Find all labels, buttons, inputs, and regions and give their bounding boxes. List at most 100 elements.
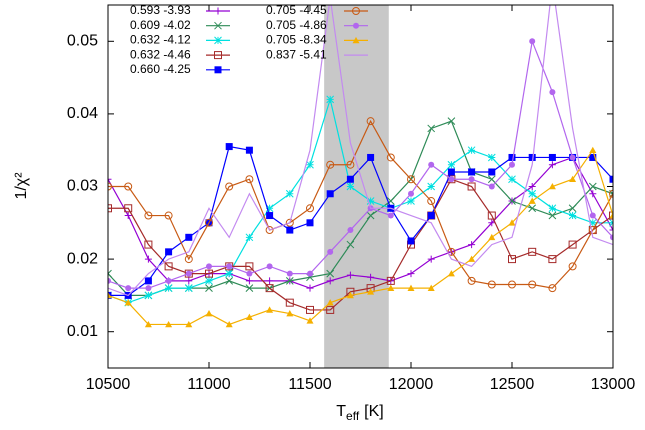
legend-label: 0.705 -8.34 [266,33,327,47]
marker [407,175,415,184]
marker [386,153,395,162]
marker [144,277,152,285]
marker [548,284,557,293]
marker [487,211,496,220]
legend-label: 0.632 -4.12 [130,33,191,47]
marker [407,237,415,245]
marker [467,276,476,285]
marker [286,270,293,277]
marker [386,276,395,285]
marker [226,263,233,270]
marker [205,269,213,278]
marker [488,168,496,176]
marker [108,182,112,191]
marker [285,218,294,227]
marker [214,36,222,45]
legend-label: 0.705 -4.86 [266,18,327,32]
marker [144,211,153,220]
marker [508,280,516,289]
marker [184,269,193,278]
marker [327,248,334,255]
marker [266,263,273,270]
legend-label: 0.660 -4.25 [130,62,191,76]
marker [185,277,193,285]
marker [487,175,496,184]
marker [225,277,234,285]
marker [306,317,314,324]
marker [387,284,395,291]
marker [569,175,577,183]
x-tick-label: 13000 [591,376,636,393]
marker [214,66,222,74]
axis-layer: 10500 11000 11500 12000 12500 13000 0.01 0.02 0.… [67,5,635,393]
marker [205,284,213,292]
marker [588,218,597,227]
marker [145,285,152,292]
marker [427,255,435,263]
marker [589,153,597,161]
marker [185,270,192,277]
marker [609,211,613,220]
y-axis-label: 1/χ² [13,172,30,200]
series-line [108,156,613,289]
marker [468,255,476,262]
legend-label: 0.593 -3.93 [130,3,191,17]
marker [245,146,253,154]
marker [366,197,375,205]
y-tick-label: 0.01 [67,323,98,340]
marker [548,183,556,190]
marker [508,255,516,264]
marker [447,270,455,277]
marker [307,270,313,277]
marker [528,247,537,256]
marker [548,255,557,264]
plot-frame [107,4,614,369]
marker [164,262,173,271]
marker [609,189,613,198]
x-tick-label: 12500 [490,376,535,393]
marker [306,160,314,169]
shaded-region [324,5,389,368]
series-layer [108,5,613,328]
marker [467,146,476,155]
marker [352,7,360,15]
marker [588,226,597,235]
marker [488,233,496,241]
legend: 0.593 -3.930.609 -4.020.632 -4.120.632 -… [130,3,368,76]
marker [487,280,496,289]
marker [448,176,455,183]
marker [286,226,294,234]
marker [124,204,133,213]
x-tick-label: 11500 [288,376,331,393]
marker [548,204,557,213]
marker [108,269,112,278]
legend-label: 0.837 -5.41 [266,47,327,61]
marker [225,182,234,191]
marker [326,269,335,278]
marker [366,117,375,126]
marker [164,284,173,292]
marker [367,153,375,161]
marker [346,291,354,299]
marker [205,218,213,227]
x-label-unit: [K] [364,403,384,420]
marker [387,212,394,219]
marker [468,241,476,249]
marker [185,233,193,241]
marker [568,240,577,249]
marker [164,211,173,220]
marker [346,175,354,183]
marker [108,277,111,284]
shade-layer [324,5,389,368]
marker [326,95,335,104]
x-tick-label: 10500 [86,376,131,393]
series-line [108,148,613,326]
marker [569,154,576,161]
marker [548,153,556,161]
marker [528,197,536,204]
marker [468,176,475,183]
marker [447,168,455,176]
marker [408,190,414,197]
marker [609,212,613,219]
marker [266,212,274,220]
